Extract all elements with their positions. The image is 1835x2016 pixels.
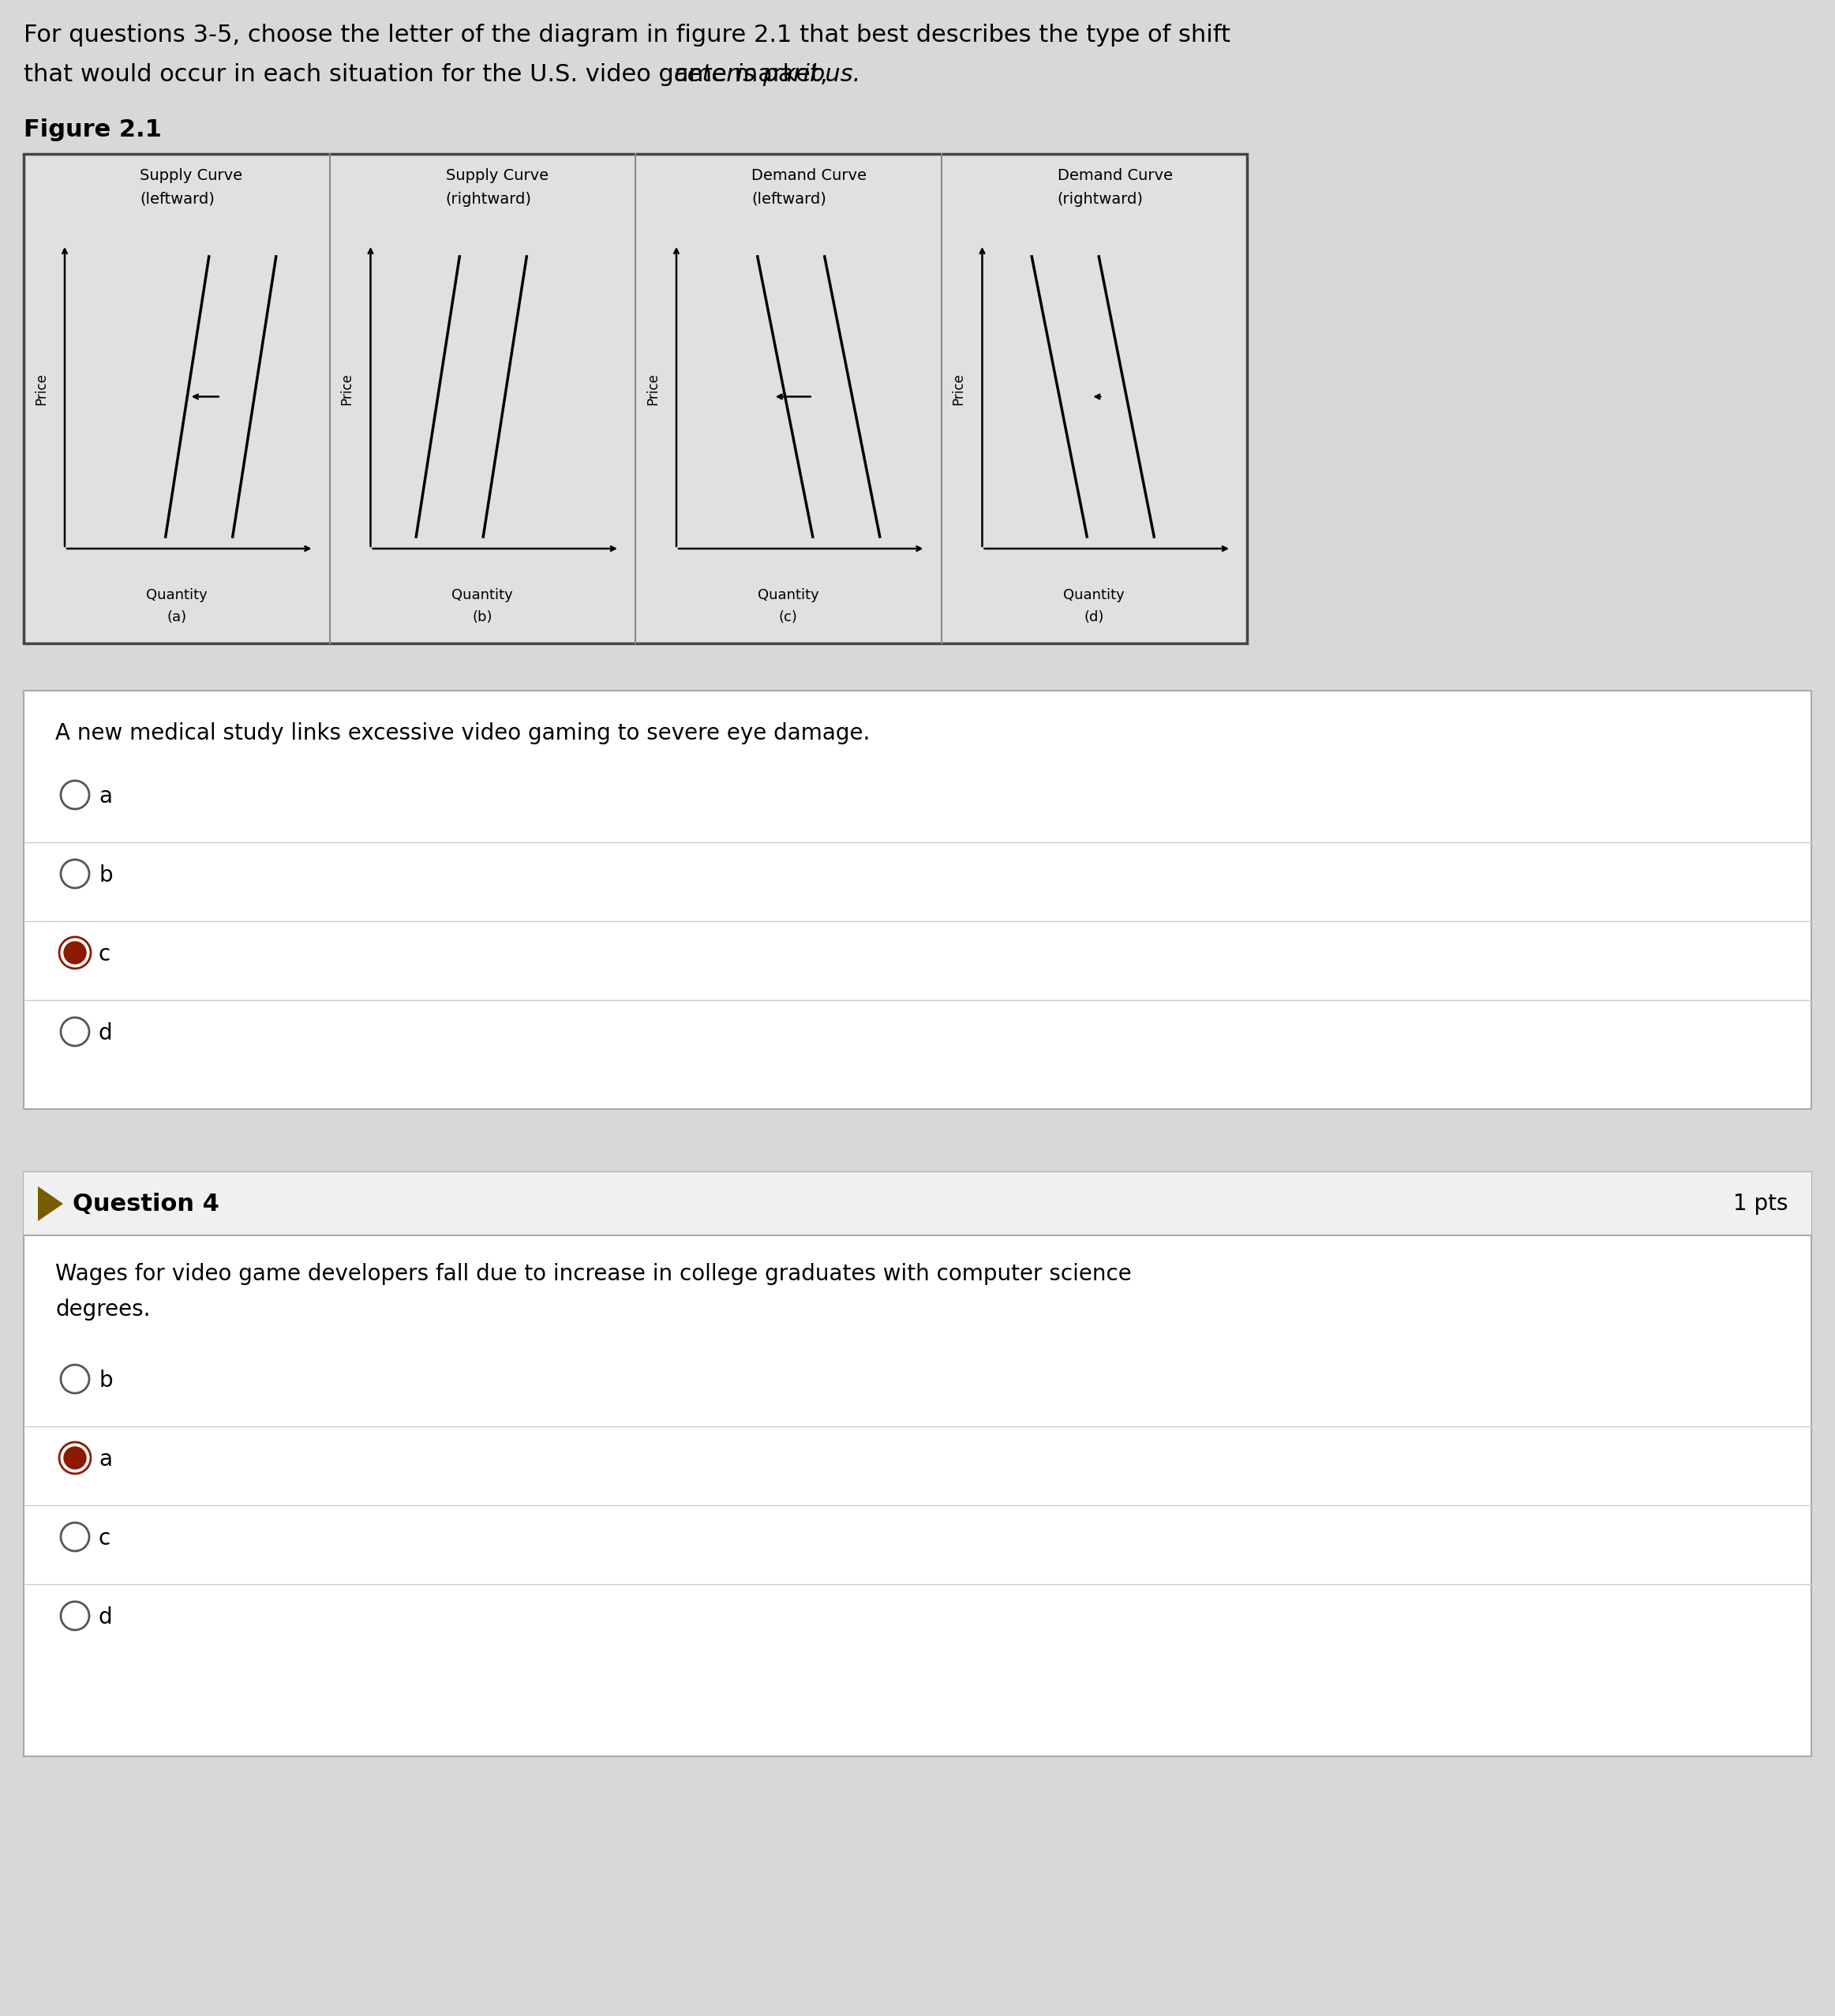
- Text: ceteris paribus.: ceteris paribus.: [673, 62, 861, 87]
- Polygon shape: [39, 1185, 62, 1222]
- Circle shape: [61, 780, 90, 808]
- Text: Quantity: Quantity: [147, 589, 207, 603]
- Text: (a): (a): [167, 611, 187, 625]
- Text: (rightward): (rightward): [446, 192, 532, 208]
- Text: Demand Curve: Demand Curve: [1057, 167, 1173, 183]
- Text: a: a: [99, 786, 112, 808]
- Bar: [24, 1171, 1811, 1756]
- Text: Quantity: Quantity: [1064, 589, 1125, 603]
- Text: Quantity: Quantity: [758, 589, 818, 603]
- Text: (leftward): (leftward): [752, 192, 826, 208]
- Text: that would occur in each situation for the U.S. video game market,: that would occur in each situation for t…: [24, 62, 835, 87]
- Circle shape: [61, 1522, 90, 1550]
- Text: Price: Price: [646, 373, 661, 405]
- Text: Supply Curve: Supply Curve: [139, 167, 242, 183]
- Circle shape: [61, 1601, 90, 1631]
- Text: (rightward): (rightward): [1057, 192, 1143, 208]
- Text: (c): (c): [778, 611, 798, 625]
- Circle shape: [61, 859, 90, 887]
- Circle shape: [61, 1365, 90, 1393]
- Circle shape: [64, 941, 86, 964]
- Text: Price: Price: [339, 373, 354, 405]
- Text: 1 pts: 1 pts: [1732, 1193, 1787, 1216]
- Text: Quantity: Quantity: [451, 589, 514, 603]
- Text: (d): (d): [1084, 611, 1105, 625]
- Text: Wages for video game developers fall due to increase in college graduates with c: Wages for video game developers fall due…: [55, 1262, 1132, 1284]
- Text: (leftward): (leftward): [139, 192, 215, 208]
- Text: a: a: [99, 1447, 112, 1470]
- Circle shape: [64, 1447, 86, 1470]
- Text: (b): (b): [472, 611, 492, 625]
- Bar: [24, 1171, 1811, 1236]
- Circle shape: [61, 1018, 90, 1046]
- Bar: [24, 691, 1811, 1109]
- Text: b: b: [99, 865, 112, 887]
- Text: Price: Price: [33, 373, 48, 405]
- Text: For questions 3-5, choose the letter of the diagram in figure 2.1 that best desc: For questions 3-5, choose the letter of …: [24, 24, 1231, 46]
- Text: b: b: [99, 1369, 112, 1391]
- Text: d: d: [99, 1022, 112, 1044]
- Text: Demand Curve: Demand Curve: [752, 167, 866, 183]
- Text: degrees.: degrees.: [55, 1298, 150, 1320]
- Text: c: c: [99, 1528, 110, 1550]
- Text: c: c: [99, 943, 110, 966]
- Text: Figure 2.1: Figure 2.1: [24, 119, 161, 141]
- Text: Price: Price: [951, 373, 965, 405]
- Text: A new medical study links excessive video gaming to severe eye damage.: A new medical study links excessive vide…: [55, 722, 870, 744]
- Text: Question 4: Question 4: [73, 1191, 220, 1216]
- Text: Supply Curve: Supply Curve: [446, 167, 549, 183]
- Text: d: d: [99, 1607, 112, 1629]
- Bar: [24, 153, 1248, 643]
